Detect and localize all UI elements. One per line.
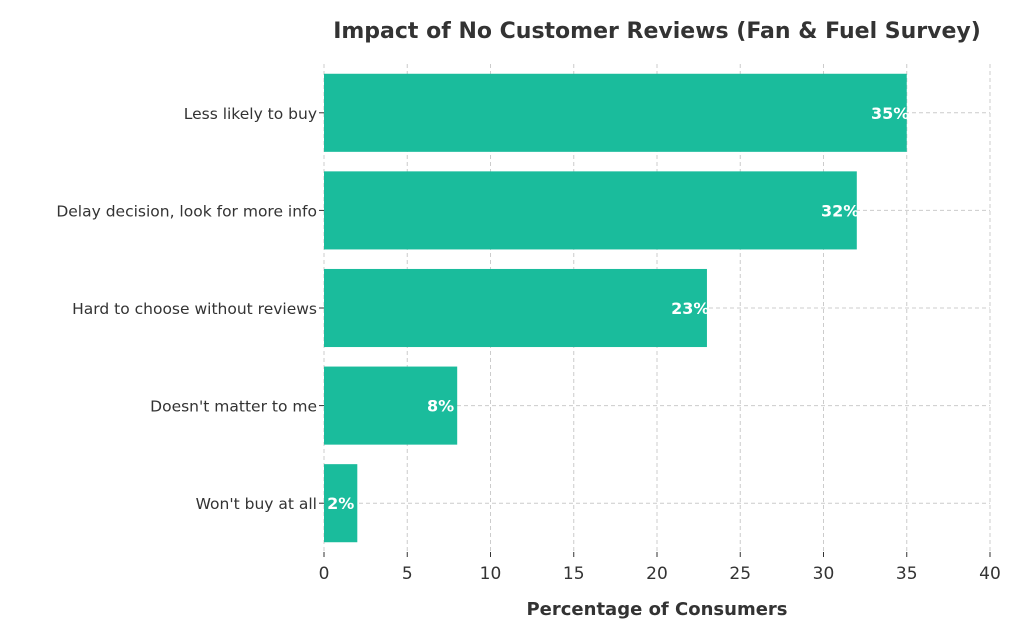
x-tick-label: 15 — [563, 564, 585, 584]
bar — [324, 171, 857, 250]
bar — [324, 73, 907, 152]
x-tick-label: 20 — [646, 564, 668, 584]
y-tick-label: Doesn't matter to me — [150, 398, 317, 416]
y-tick-label: Delay decision, look for more info — [56, 202, 317, 220]
data-label: 32% — [821, 201, 859, 220]
y-tick-label: Hard to choose without reviews — [72, 300, 317, 318]
x-tick-label: 25 — [729, 564, 751, 584]
data-label: 8% — [427, 397, 454, 416]
data-label: 2% — [327, 494, 354, 513]
chart-title: Impact of No Customer Reviews (Fan & Fue… — [333, 19, 981, 44]
x-tick-label: 40 — [979, 564, 1001, 584]
bar — [324, 366, 458, 445]
x-tick-label: 0 — [319, 564, 330, 584]
x-tick-label: 30 — [813, 564, 835, 584]
x-axis-label: Percentage of Consumers — [526, 599, 787, 620]
x-tick-label: 35 — [896, 564, 918, 584]
y-tick-label: Won't buy at all — [196, 495, 317, 513]
y-tick-label: Less likely to buy — [184, 105, 317, 123]
bars: 35% 32% 23% 8% 2% — [324, 73, 909, 543]
bar — [324, 268, 707, 348]
x-tick-label: 5 — [402, 564, 413, 584]
x-axis: 0 5 10 15 20 25 30 35 40 — [319, 552, 1001, 584]
x-tick-label: 10 — [480, 564, 502, 584]
y-axis: Less likely to buy Delay decision, look f… — [56, 105, 324, 513]
data-label: 35% — [871, 104, 909, 123]
bar — [324, 464, 358, 543]
data-label: 23% — [671, 299, 709, 318]
